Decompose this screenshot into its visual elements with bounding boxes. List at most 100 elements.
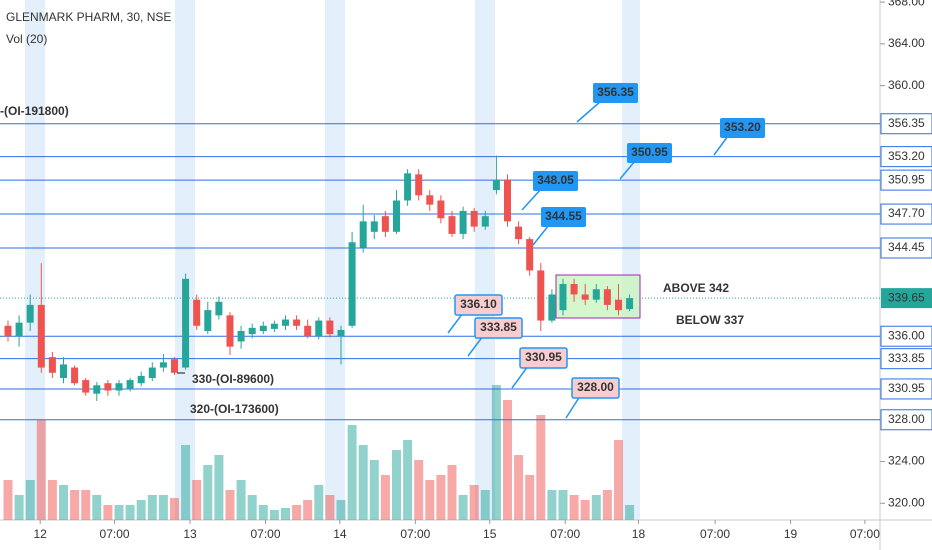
level-tag (880, 409, 932, 431)
candle-body (204, 310, 212, 332)
callout-box (454, 294, 503, 316)
candle-body (115, 383, 123, 391)
candle-body (559, 284, 567, 311)
candle-body (503, 179, 511, 222)
level-tag-label: 336.00 (888, 328, 925, 342)
candle-body (526, 239, 534, 271)
callout-label: 356.35 (597, 85, 634, 99)
volume-bar (14, 495, 24, 520)
x-tick-label: 18 (632, 527, 646, 541)
volume-bar (502, 400, 512, 520)
volume-bar (92, 495, 102, 520)
last-price-tag (881, 288, 932, 309)
candle-body (459, 210, 467, 234)
level-tag-label: 356.35 (888, 116, 925, 130)
session-band (175, 0, 195, 520)
x-tick-label: 07:00 (250, 527, 280, 541)
callout-pointer (467, 335, 484, 357)
candle-body (548, 294, 556, 321)
candle-body (82, 380, 90, 393)
volume-bar (491, 385, 501, 520)
volume-bar (203, 465, 213, 520)
candle-body (48, 357, 56, 373)
volume-bar (258, 505, 268, 520)
candle-body (270, 323, 278, 329)
volume-bar (380, 475, 390, 520)
callout-label: 344.55 (545, 209, 582, 223)
candle-body (592, 289, 600, 300)
x-tick-label: 07:00 (850, 527, 880, 541)
volume-bar (436, 475, 446, 520)
level-tag (880, 169, 932, 191)
callout-box (541, 207, 586, 227)
candle-body (415, 174, 423, 196)
volume-bar (25, 480, 35, 520)
y-tick-label: 360.00 (888, 78, 925, 92)
volume-bar (525, 475, 535, 520)
volume-bar (292, 505, 302, 520)
candle-body (71, 367, 79, 384)
volume-bar (580, 500, 590, 520)
volume-bar (236, 480, 246, 520)
volume-bar (125, 505, 135, 520)
volume-bar (147, 495, 157, 520)
level-tag (880, 203, 932, 225)
candle-body (392, 200, 400, 232)
candle-body (104, 383, 112, 391)
level-tag (880, 113, 932, 135)
volume-bar (247, 495, 257, 520)
candle-body (537, 270, 545, 321)
oi-label: 320-(OI-173600) (190, 402, 279, 416)
candle-body (359, 221, 367, 248)
volume-bar (480, 490, 490, 520)
candle-body (226, 315, 234, 347)
volume-bar (214, 455, 224, 520)
volume-bar (303, 500, 313, 520)
level-tag-label: 328.00 (888, 412, 925, 426)
level-tag-label: 353.20 (888, 149, 925, 163)
volume-bar (547, 490, 557, 520)
candle-body (26, 304, 34, 323)
callout-pointer (511, 365, 529, 389)
y-tick-label: 368.00 (888, 0, 925, 8)
volume-bar (591, 495, 601, 520)
level-tag-label: 344.45 (888, 240, 925, 254)
y-tick-label: 320.00 (888, 495, 925, 509)
callout-box (593, 83, 638, 103)
level-tag (880, 237, 932, 259)
y-tick-label: 324.00 (888, 454, 925, 468)
volume-label: Vol (20) (6, 32, 47, 46)
candle-body (326, 320, 334, 335)
level-tag (880, 325, 932, 347)
session-bands (25, 0, 640, 520)
volume-bar (469, 485, 479, 520)
y-tick-label: 364.00 (888, 36, 925, 50)
volume-bar (280, 508, 290, 520)
callout-box (627, 143, 672, 163)
zone-label-above: ABOVE 342 (663, 281, 729, 295)
candle-body (4, 325, 12, 337)
volume-bar (391, 450, 401, 520)
volume-bar (336, 500, 346, 520)
volume-bar (347, 425, 357, 520)
x-tick-label: 14 (333, 527, 347, 541)
level-tag (880, 378, 932, 400)
candle-body (248, 327, 256, 335)
candle-body (348, 242, 356, 326)
candle-body (15, 322, 23, 337)
last-price-label: 339.65 (888, 290, 925, 304)
volume-bar (181, 445, 191, 520)
callout-label: 350.95 (631, 145, 668, 159)
callout-pointer (713, 135, 729, 156)
candle-body (337, 329, 345, 337)
level-tag-label: 347.70 (888, 206, 925, 220)
candle-body (404, 173, 412, 201)
x-tick-label: 07:00 (400, 527, 430, 541)
volume-bar (447, 465, 457, 520)
volume-bar (325, 495, 335, 520)
candle-body (259, 325, 267, 332)
chart-title: GLENMARK PHARM, 30, NSE (6, 10, 171, 24)
candle-body (293, 319, 301, 326)
volume-bar (536, 415, 546, 520)
volume-bar (403, 440, 413, 520)
